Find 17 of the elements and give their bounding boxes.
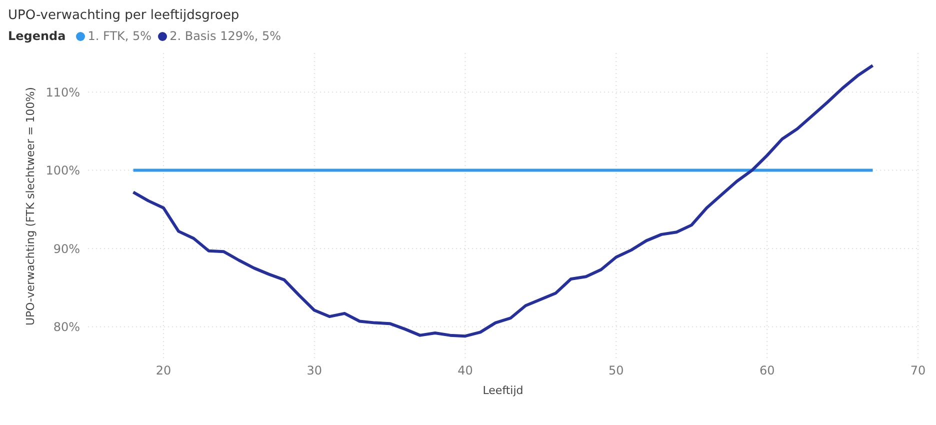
legend-title: Legenda xyxy=(8,29,66,43)
x-tick-label: 50 xyxy=(608,364,624,378)
x-tick-label: 70 xyxy=(910,364,926,378)
x-tick-label: 60 xyxy=(759,364,775,378)
x-axis-title: Leeftijd xyxy=(482,384,524,397)
y-tick-label: 110% xyxy=(46,85,80,100)
line-series xyxy=(132,64,874,338)
y-tick-label: 80% xyxy=(53,320,80,334)
y-tick-label: 100% xyxy=(46,164,80,178)
legend-label: 2. Basis 129%, 5% xyxy=(170,29,282,43)
chart-title: UPO-verwachting per leeftijdsgroep xyxy=(8,8,240,23)
x-tick-label: 20 xyxy=(156,364,172,378)
legend-label: 1. FTK, 5% xyxy=(88,29,152,43)
x-tick-label: 30 xyxy=(306,364,322,378)
y-axis-title: UPO-verwachting (FTK slechtweer = 100%) xyxy=(24,87,37,326)
x-tick-label: 40 xyxy=(458,364,473,378)
y-tick-label: 90% xyxy=(53,242,80,256)
